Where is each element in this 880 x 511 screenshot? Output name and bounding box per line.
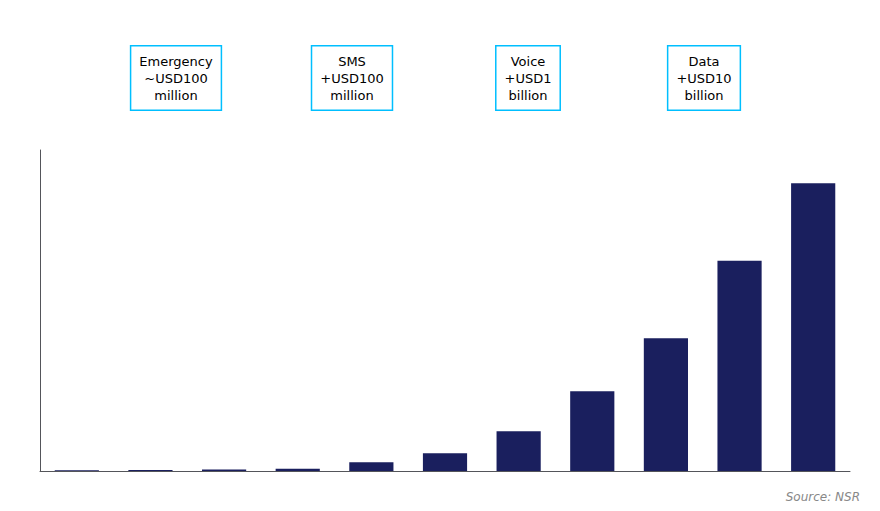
svg-text:million: million [330,88,373,103]
svg-text:Emergency: Emergency [139,54,213,69]
svg-text:+USD10: +USD10 [676,71,731,86]
svg-text:+USD1: +USD1 [505,71,552,86]
svg-text:Voice: Voice [511,54,546,69]
svg-text:billion: billion [685,88,724,103]
svg-text:million: million [154,88,197,103]
svg-text:+USD100: +USD100 [320,71,383,86]
svg-text:~USD100: ~USD100 [144,71,207,86]
svg-text:Data: Data [688,54,719,69]
svg-text:SMS: SMS [338,54,366,69]
svg-text:billion: billion [509,88,548,103]
svg-text:Source: NSR: Source: NSR [786,490,860,504]
